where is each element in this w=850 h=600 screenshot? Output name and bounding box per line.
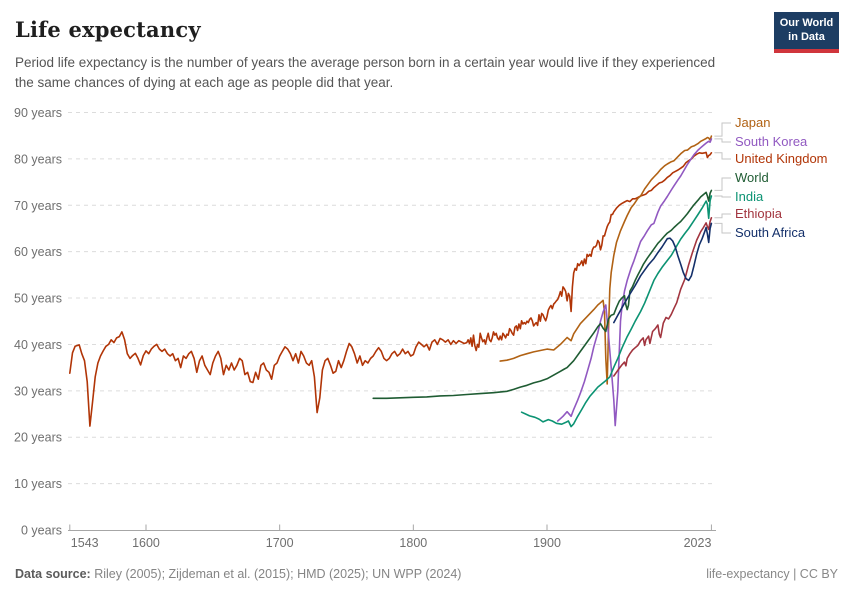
legend-connector [714,177,731,191]
y-axis-tick-label: 30 years [14,384,62,398]
legend-connector [714,122,731,137]
legend-connector [714,152,731,160]
x-axis-tick-label: 1600 [132,536,160,550]
legend-connector [714,195,731,198]
series-line-united-kingdom [69,151,713,427]
series-line-india [520,195,713,428]
y-axis-tick-label: 80 years [14,152,62,166]
y-axis-tick-label: 90 years [14,106,62,120]
y-axis-tick-label: 0 years [21,524,62,538]
data-source-label: Data source: [15,567,91,581]
legend-item-south-korea[interactable]: South Korea [735,134,808,149]
chart-subtitle: Period life expectancy is the number of … [15,55,716,91]
x-axis-tick-label: 1800 [399,536,427,550]
series-line-south-korea [556,138,713,427]
owid-logo-text: Our World in Data [774,12,839,49]
owid-logo[interactable]: Our World in Data [774,12,839,53]
data-source-text: Riley (2005); Zijdeman et al. (2015); HM… [90,567,462,581]
legend-connector [714,222,731,234]
legend-item-world[interactable]: World [735,170,769,185]
legend-item-ethiopia[interactable]: Ethiopia [735,206,782,221]
x-axis-tick-label: 2023 [684,536,712,550]
y-axis-tick-label: 20 years [14,431,62,445]
legend-connector [714,213,731,219]
owid-logo-line1: Our World [779,17,834,29]
x-axis-tick-label: 1900 [533,536,561,550]
chart-footer: Data source: Riley (2005); Zijdeman et a… [15,567,838,581]
y-axis-tick-label: 40 years [14,338,62,352]
y-axis-tick-label: 70 years [14,199,62,213]
x-axis-tick-label: 1700 [266,536,294,550]
legend-item-south-africa[interactable]: South Africa [735,225,806,240]
owid-logo-red-bar [774,48,839,53]
page-title: Life expectancy [15,17,201,42]
legend-item-india[interactable]: India [735,189,764,204]
y-axis-tick-label: 50 years [14,292,62,306]
data-source-note: Data source: Riley (2005); Zijdeman et a… [15,567,461,581]
series-line-japan [499,135,713,385]
owid-logo-line2: in Data [788,30,825,43]
legend-item-japan[interactable]: Japan [735,115,771,130]
legend-connector [714,138,731,143]
y-axis-tick-label: 10 years [14,477,62,491]
y-axis-tick-label: 60 years [14,245,62,259]
x-axis-tick-label: 1543 [71,536,99,550]
series-line-world [372,189,713,400]
license-note[interactable]: life-expectancy | CC BY [706,567,838,581]
series-line-south-africa [612,222,713,324]
legend-item-united-kingdom[interactable]: United Kingdom [735,151,828,166]
series-line-ethiopia [612,217,713,377]
